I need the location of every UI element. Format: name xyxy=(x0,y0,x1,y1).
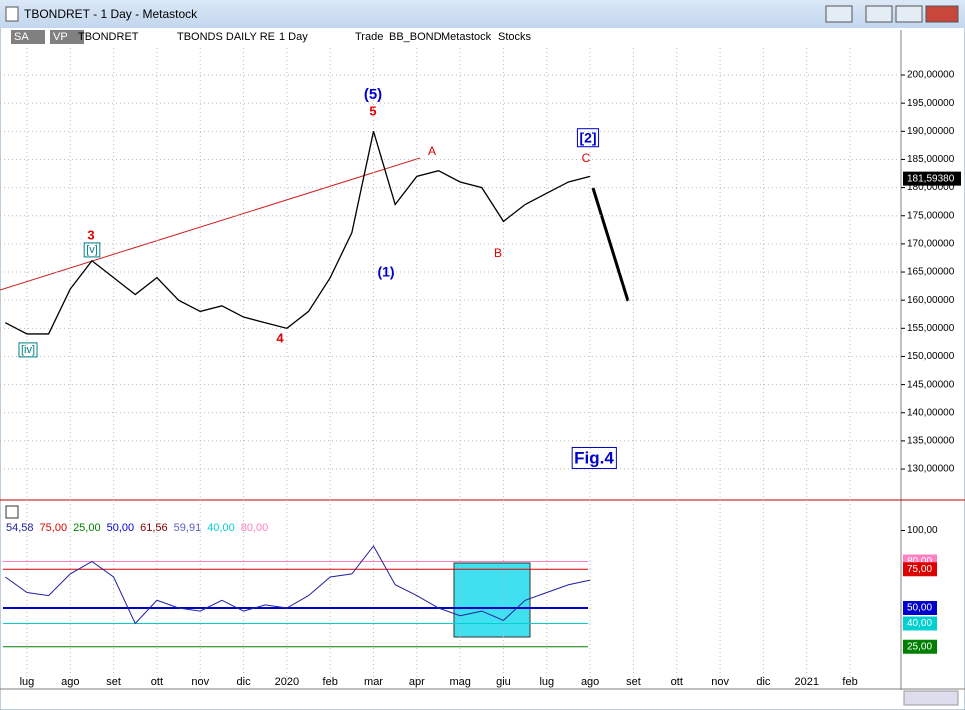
legend-value: 59,91 xyxy=(174,522,202,534)
legend-value: 25,00 xyxy=(73,522,101,534)
wave-label: 4 xyxy=(276,330,284,345)
minimize-button[interactable] xyxy=(865,5,893,23)
x-tick-label: ott xyxy=(151,676,163,688)
toolbar-item[interactable]: Metastock xyxy=(441,31,492,43)
y-tick-label: 140,00000 xyxy=(907,407,955,418)
legend-value: 75,00 xyxy=(40,522,68,534)
wave-label: Fig.4 xyxy=(574,448,614,467)
y-tick-label: 150,00000 xyxy=(907,351,955,362)
maximize-button[interactable] xyxy=(895,5,923,23)
y-tick-label: 135,00000 xyxy=(907,436,955,447)
y-tick-label: 155,00000 xyxy=(907,323,955,334)
x-tick-label: ago xyxy=(581,676,599,688)
x-tick-label: nov xyxy=(191,676,209,688)
close-pane[interactable] xyxy=(5,505,19,519)
toolbar-item[interactable]: TBONDRET xyxy=(78,31,139,43)
x-tick-label: ago xyxy=(61,676,79,688)
toolbar-button[interactable] xyxy=(50,30,84,44)
wave-label: 5 xyxy=(369,103,376,118)
x-tick-label: feb xyxy=(323,676,338,688)
restore-button[interactable] xyxy=(825,5,853,23)
wave-label: 3 xyxy=(87,227,94,242)
x-tick-label: lug xyxy=(20,676,35,688)
x-tick-label: 2020 xyxy=(275,676,299,688)
level-tag xyxy=(903,562,937,577)
y-tick-label: 190,00000 xyxy=(907,126,955,137)
x-tick-label: set xyxy=(106,676,121,688)
window-icon xyxy=(5,6,19,22)
x-tick-label: mar xyxy=(364,676,383,688)
wave-label: B xyxy=(494,246,502,260)
toolbar-item[interactable]: SA xyxy=(14,31,29,43)
label-box xyxy=(18,342,38,358)
y-tick-label: 165,00000 xyxy=(907,267,955,278)
wave-label: [2] xyxy=(579,130,596,146)
toolbar-button[interactable] xyxy=(11,30,45,44)
level-label: 25,00 xyxy=(907,641,932,652)
y-tick-label: 175,00000 xyxy=(907,210,955,221)
title-bar xyxy=(0,0,965,28)
wave-label: C xyxy=(582,151,591,165)
x-tick-label: ott xyxy=(671,676,683,688)
level-label: 75,00 xyxy=(907,564,932,575)
y-tick-label: 130,00000 xyxy=(907,464,955,475)
x-tick-label: mag xyxy=(449,676,470,688)
x-tick-label: feb xyxy=(842,676,857,688)
highlight-box xyxy=(453,562,531,638)
close-button[interactable] xyxy=(925,5,959,23)
y-tick-label: 195,00000 xyxy=(907,98,955,109)
x-tick-label: nov xyxy=(711,676,729,688)
x-tick-label: giu xyxy=(496,676,511,688)
legend-value: 54,58 xyxy=(6,522,34,534)
wave-label: [iv] xyxy=(21,344,35,356)
level-label: 80,00 xyxy=(907,556,932,567)
y-tick-label: 200,00000 xyxy=(907,70,955,81)
window-title: TBONDRET - 1 Day - Metastock xyxy=(24,7,198,21)
level-label: 50,00 xyxy=(907,603,932,614)
toolbar-item[interactable]: TBONDS DAILY RE xyxy=(177,31,275,43)
last-value-box xyxy=(903,171,961,186)
label-box xyxy=(83,242,101,258)
x-tick-label: 2021 xyxy=(794,676,818,688)
last-value-label: 181,59380 xyxy=(907,173,955,184)
y-tick-label: 185,00000 xyxy=(907,154,955,165)
projection-line xyxy=(591,187,630,302)
legend-value: 61,56 xyxy=(140,522,168,534)
label-box xyxy=(576,128,600,148)
x-tick-label: lug xyxy=(539,676,554,688)
y-tick-label: 100,00 xyxy=(907,525,938,536)
price-line xyxy=(5,545,591,625)
wave-label: (1) xyxy=(377,264,394,280)
level-label: 40,00 xyxy=(907,618,932,629)
scrollbar[interactable] xyxy=(903,690,959,706)
legend-value: 50,00 xyxy=(107,522,135,534)
toolbar-item[interactable]: Stocks xyxy=(498,31,532,43)
y-tick-label: 170,00000 xyxy=(907,239,955,250)
wave-label: (5) xyxy=(364,86,382,103)
legend-value: 80,00 xyxy=(241,522,269,534)
level-tag xyxy=(903,639,937,654)
toolbar-item[interactable]: BB_BOND xyxy=(389,31,442,43)
y-tick-label: 160,00000 xyxy=(907,295,955,306)
y-tick-label: 145,00000 xyxy=(907,379,955,390)
x-tick-label: dic xyxy=(237,676,252,688)
price-line xyxy=(5,131,591,335)
x-tick-label: set xyxy=(626,676,641,688)
label-box xyxy=(571,446,617,469)
toolbar-item[interactable]: 1 Day xyxy=(279,31,308,43)
level-tag xyxy=(903,616,937,631)
x-tick-label: dic xyxy=(756,676,771,688)
x-tick-label: apr xyxy=(409,676,425,688)
wave-label: A xyxy=(428,144,436,158)
wave-label: [v] xyxy=(86,244,98,256)
y-tick-label: 180,00000 xyxy=(907,182,955,193)
toolbar-item[interactable]: Trade xyxy=(355,31,383,43)
level-tag xyxy=(903,601,937,615)
toolbar-item[interactable]: VP xyxy=(53,31,68,43)
legend-value: 40,00 xyxy=(207,522,235,534)
